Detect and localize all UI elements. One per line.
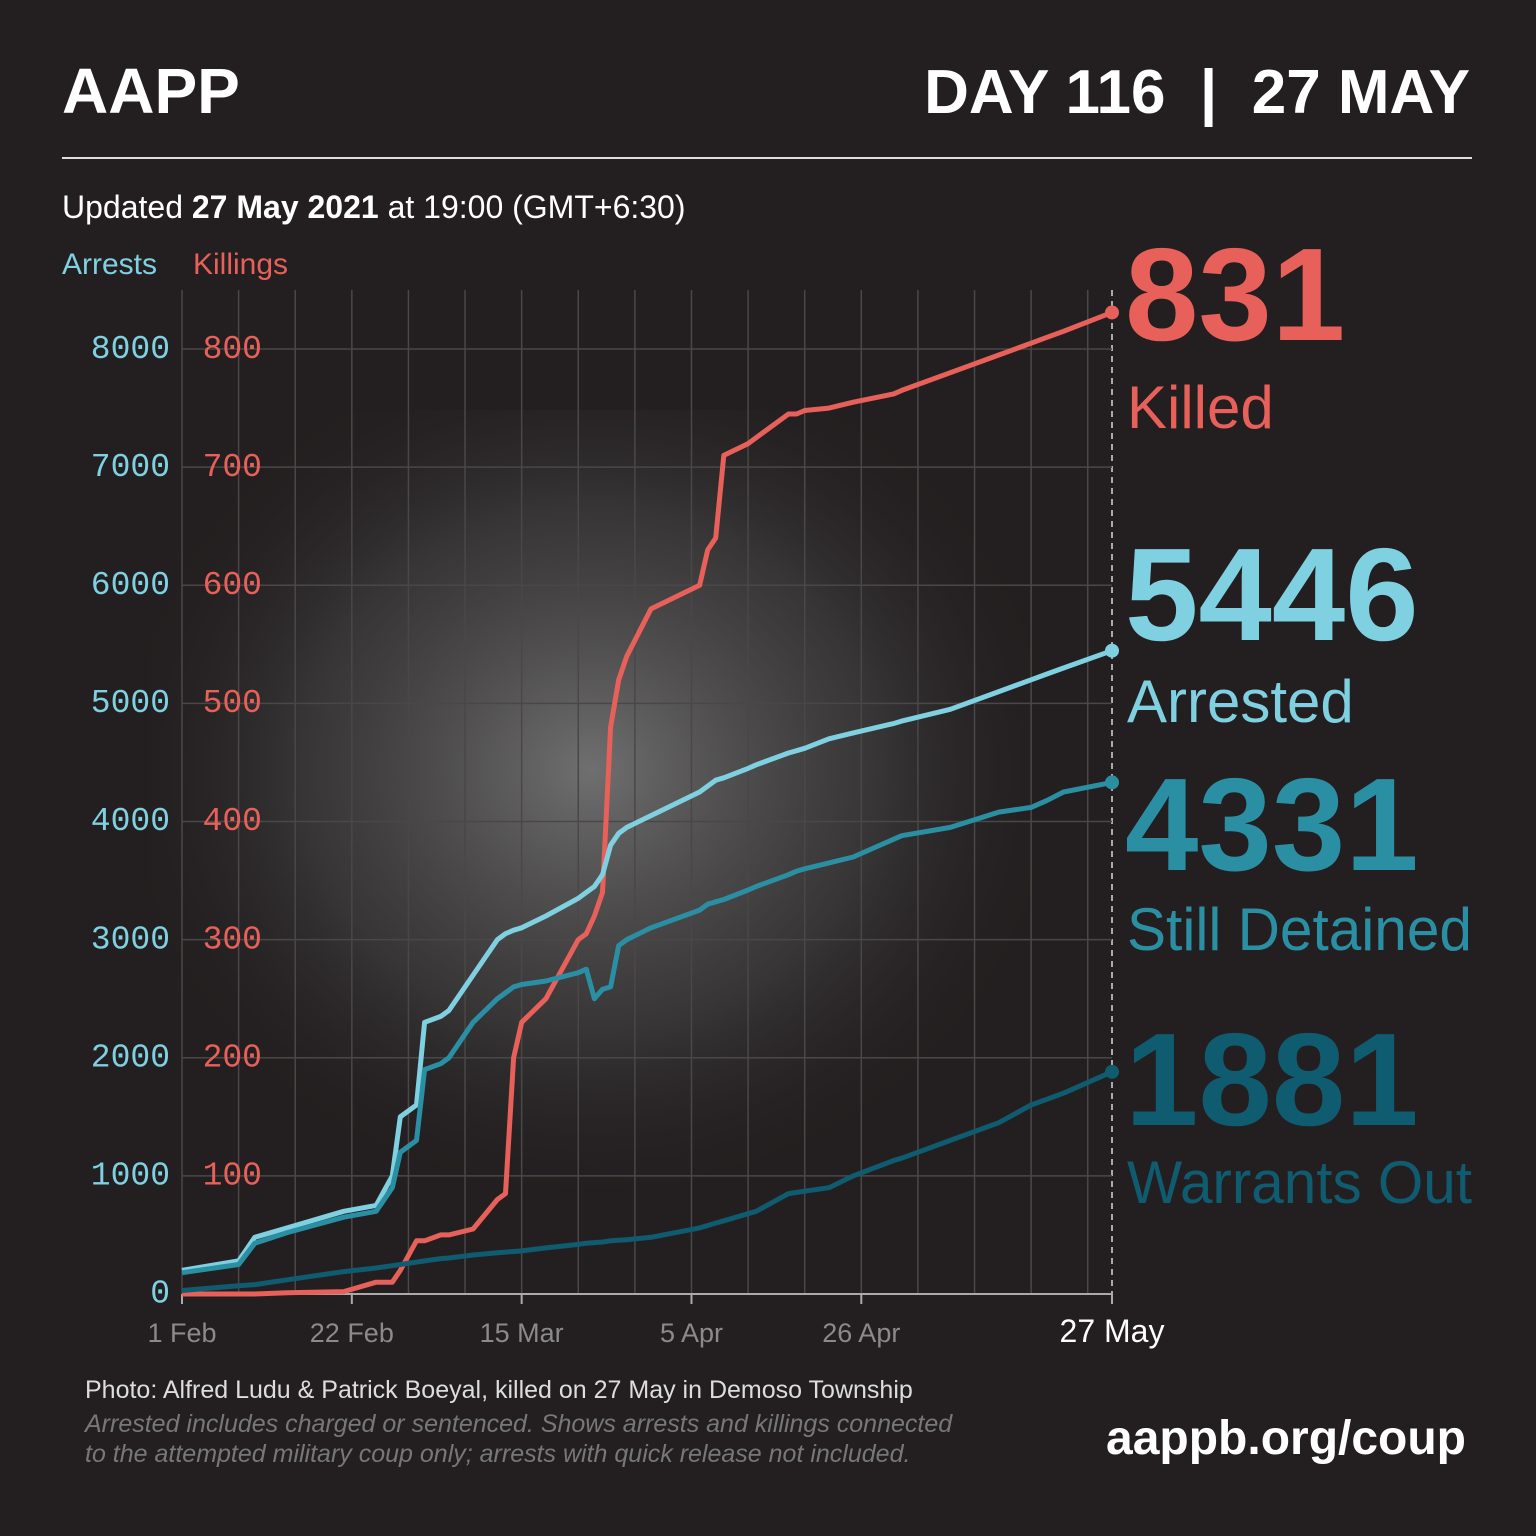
y-tick-label: 1000 (91, 1158, 170, 1195)
updated: Updated 27 May 2021 at 19:00 (GMT+6:30) (62, 189, 686, 225)
url: aappb.org/coup (1106, 1412, 1466, 1465)
y2-tick-label: 200 (203, 1039, 262, 1076)
y2-tick-label: 100 (203, 1158, 262, 1195)
y2-tick-label: 700 (203, 449, 262, 486)
end-dot (1105, 305, 1119, 320)
y-tick-label: 4000 (91, 803, 170, 840)
y2-tick-label: 300 (203, 921, 262, 958)
y2-tick-label: 600 (203, 567, 262, 604)
y2-tick-label: 400 (203, 803, 262, 840)
series-line (181, 779, 1113, 1276)
callout-value: 831 (1125, 221, 1345, 368)
x-tick-label: 1 Feb (147, 1318, 216, 1348)
x-tick-label: 22 Feb (310, 1318, 394, 1348)
note-line: to the attempted military coup only; arr… (85, 1440, 910, 1468)
photo-backdrop (150, 410, 1030, 1210)
y2-tick-label: 500 (203, 685, 262, 722)
photo-credit: Photo: Alfred Ludu & Patrick Boeyal, kil… (85, 1376, 913, 1404)
updated-suffix: at 19:00 (GMT+6:30) (379, 189, 686, 225)
y-tick-label: 6000 (91, 567, 170, 604)
y-tick-label: 7000 (91, 449, 170, 486)
series-line (181, 648, 1113, 1273)
legend-label: Warrants Out (1127, 1149, 1472, 1216)
brand: AAPP (62, 55, 240, 127)
end-dot (1105, 1064, 1119, 1079)
end-dot (1105, 775, 1119, 790)
series-line (181, 1069, 1114, 1293)
y-tick-label: 8000 (91, 331, 170, 368)
legend-label: Killed (1127, 374, 1274, 441)
y-tick-label: 3000 (91, 921, 170, 958)
callout-value: 4331 (1125, 751, 1419, 898)
callout-value: 1881 (1125, 1006, 1419, 1153)
y2-tick-label: 800 (203, 331, 262, 368)
callout-value: 5446 (1125, 521, 1419, 668)
y-axis-title: Arrests (62, 248, 157, 281)
x-tick-label: 27 May (1060, 1313, 1165, 1349)
day-label: DAY 116 | 27 MAY (924, 58, 1470, 128)
updated-prefix: Updated (62, 189, 192, 225)
y-tick-label: 2000 (91, 1039, 170, 1076)
y-tick-label: 0 (150, 1276, 170, 1313)
series-line (182, 310, 1113, 1297)
x-tick-label: 15 Mar (480, 1318, 564, 1348)
plot: 1 Feb 22 Feb 15 Mar 5 Apr 26 Apr 27 May 0 1000 2… (91, 290, 1165, 1349)
note-line: Arrested includes charged or sentenced. … (83, 1410, 953, 1438)
y2-axis-title: Killings (193, 248, 288, 281)
legend-label: Still Detained (1127, 896, 1472, 963)
y-tick-label: 5000 (91, 685, 170, 722)
updated-date: 27 May 2021 (192, 189, 379, 225)
x-tick-label: 26 Apr (822, 1318, 900, 1348)
legend-label: Arrested (1127, 668, 1354, 735)
x-tick-label: 5 Apr (660, 1318, 723, 1348)
end-dot (1105, 643, 1119, 658)
